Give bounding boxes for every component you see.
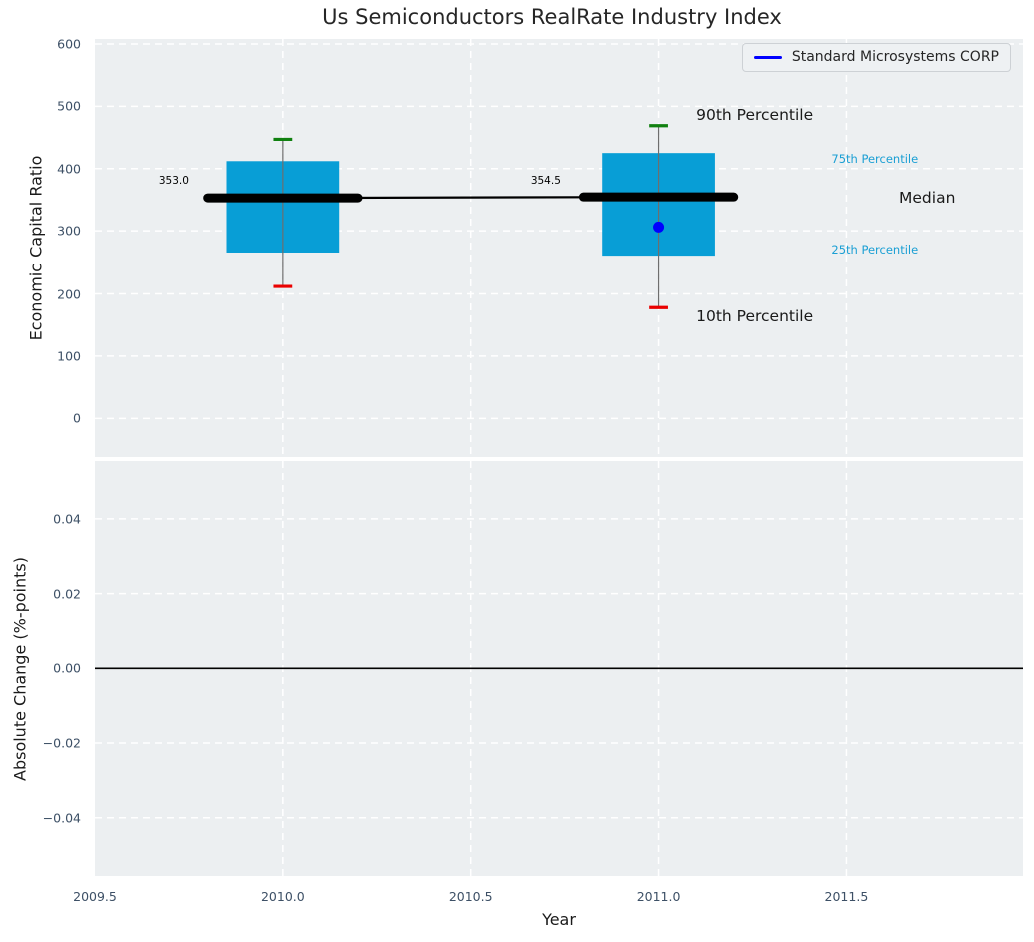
top-y-tick-label: 0 xyxy=(73,410,81,426)
legend-label: Standard Microsystems CORP xyxy=(791,49,999,65)
bottom-y-axis-label: Absolute Change (%-points) xyxy=(10,556,30,781)
annotation-10th-percentile: 10th Percentile xyxy=(696,307,814,325)
median-value-label: 353.0 xyxy=(158,175,189,188)
top-y-tick-label: 400 xyxy=(57,161,81,177)
bottom-y-tick-label: 0.00 xyxy=(53,660,81,676)
x-tick-label: 2009.5 xyxy=(73,889,117,904)
annotation-25th-percentile: 25th Percentile xyxy=(831,243,919,258)
median-value-label: 354.5 xyxy=(530,175,561,188)
company-data-point xyxy=(653,221,665,233)
bottom-y-tick-label: 0.04 xyxy=(53,511,81,527)
x-tick-label: 2010.0 xyxy=(260,889,305,904)
top-y-tick-label: 300 xyxy=(57,223,81,239)
annotation-median: Median xyxy=(899,189,956,208)
x-axis-label: Year xyxy=(542,910,576,929)
x-tick-label: 2011.5 xyxy=(824,889,869,904)
annotation-90th-percentile: 90th Percentile xyxy=(696,106,814,125)
bottom-y-tick-label: 0.02 xyxy=(53,586,81,602)
legend: Standard Microsystems CORP xyxy=(741,43,1011,72)
x-tick-label: 2011.0 xyxy=(636,889,681,904)
annotation-75th-percentile: 75th Percentile xyxy=(831,152,919,167)
x-tick-label: 2010.5 xyxy=(448,889,493,904)
top-y-axis-label: Economic Capital Ratio xyxy=(26,155,46,341)
bottom-y-tick-label: −0.02 xyxy=(42,735,81,751)
legend-line-swatch xyxy=(753,55,782,59)
top-y-tick-label: 500 xyxy=(57,98,81,114)
top-y-tick-label: 200 xyxy=(57,286,81,302)
chart-title: Us Semiconductors RealRate Industry Inde… xyxy=(322,5,782,29)
top-y-tick-label: 100 xyxy=(57,348,81,364)
top-y-tick-label: 600 xyxy=(57,36,81,52)
bottom-y-tick-label: −0.04 xyxy=(42,810,81,826)
